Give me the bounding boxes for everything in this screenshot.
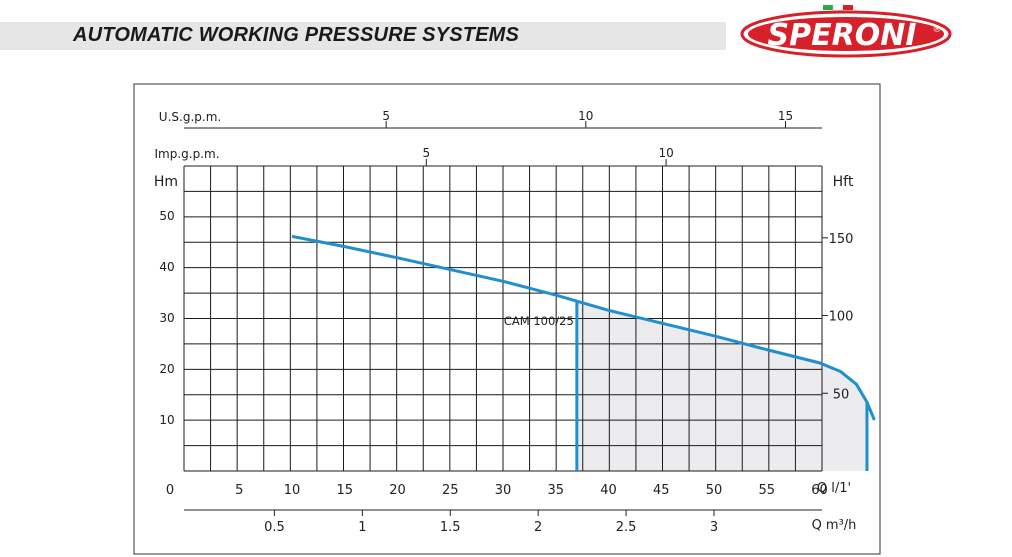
m3h-axis-label: Q m³/h [812,518,857,533]
x-tick-label: 0 [166,483,174,498]
y-left-tick-label: 30 [159,311,174,325]
y-left-tick-label: 40 [159,260,174,274]
m3h-tick-label: 1.5 [440,520,461,535]
m3h-tick-label: 2 [534,520,542,535]
logo-wordmark: SPERONI [768,18,917,53]
imp-gpm-tick-label: 10 [658,146,673,160]
m3h-tick-label: 3 [710,520,718,535]
y-axis-right-label: Hft [833,174,854,190]
logo-red-fill [748,17,944,51]
series-label: CAM 100/25 [504,314,574,328]
m3h-tick-label: 2.5 [616,520,637,535]
x-tick-label: 20 [389,483,406,498]
y-left-tick-label: 20 [159,362,174,376]
y-axis-left-label: Hm [154,174,178,190]
x-axis-label: Q l/1' [817,481,851,496]
header-banner [0,22,726,50]
x-tick-label: 40 [600,483,617,498]
us-gpm-tick-label: 15 [778,109,793,123]
x-tick-label: 10 [284,483,301,498]
us-gpm-tick-label: 10 [578,109,593,123]
x-tick-label: 35 [547,483,564,498]
logo-registered-mark: ® [933,25,942,35]
flag-green-stripe [823,5,833,10]
x-tick-label: 25 [442,483,459,498]
x-tick-label: 5 [235,483,243,498]
grid [183,165,823,472]
plot-layer [183,165,876,472]
m3h-tick-label: 1 [358,520,366,535]
x-tick-label: 55 [758,483,775,498]
y-right-tick-label: 150 [829,232,854,247]
imp-gpm-axis-label: Imp.g.p.m. [154,147,219,161]
flag-red-stripe [843,5,853,10]
us-gpm-tick-label: 5 [382,109,390,123]
x-tick-label: 50 [706,483,723,498]
x-tick-label: 60 [811,483,828,498]
imp-gpm-tick-label: 5 [422,146,430,160]
x-tick-label: 45 [653,483,670,498]
m3h-tick-label: 0.5 [264,520,285,535]
y-left-tick-label: 10 [159,413,174,427]
page-title: AUTOMATIC WORKING PRESSURE SYSTEMS [73,24,520,46]
y-right-tick-label: 100 [829,310,854,325]
y-right-tick-label: 50 [833,387,850,402]
x-tick-label: 30 [495,483,512,498]
y-left-tick-label: 50 [159,209,174,223]
us-gpm-axis-label: U.S.g.p.m. [159,110,221,124]
x-tick-label: 15 [336,483,353,498]
speroni-logo: SPERONI ® [740,4,952,58]
